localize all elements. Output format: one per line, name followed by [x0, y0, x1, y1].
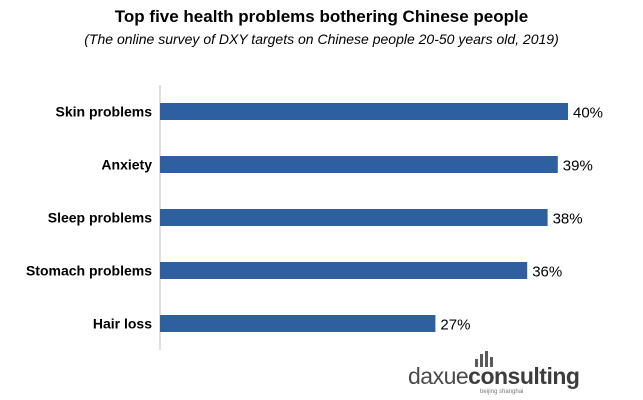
bar: [160, 103, 568, 120]
bar: [160, 209, 548, 226]
data-label: 36%: [532, 264, 562, 281]
chart-title: Top five health problems bothering Chine…: [114, 7, 529, 26]
data-label: 38%: [553, 211, 583, 228]
category-label: Sleep problems: [48, 210, 152, 226]
logo-text: daxueconsulting: [408, 363, 580, 389]
logo-tagline: beijing shanghai: [480, 389, 524, 395]
chart-subtitle: (The online survey of DXY targets on Chi…: [84, 31, 559, 47]
logo-bars-icon: [475, 351, 493, 367]
bar: [160, 156, 558, 173]
bar: [160, 262, 528, 279]
daxue-consulting-logo: daxueconsulting beijing shanghai: [400, 348, 640, 396]
category-label: Skin problems: [56, 104, 153, 120]
category-label: Anxiety: [101, 157, 152, 173]
category-label: Hair loss: [93, 316, 152, 332]
category-label: Stomach problems: [26, 263, 152, 279]
data-label: 40%: [573, 105, 603, 122]
data-label: 27%: [440, 317, 470, 334]
bar: [160, 315, 436, 332]
data-label: 39%: [563, 158, 593, 175]
